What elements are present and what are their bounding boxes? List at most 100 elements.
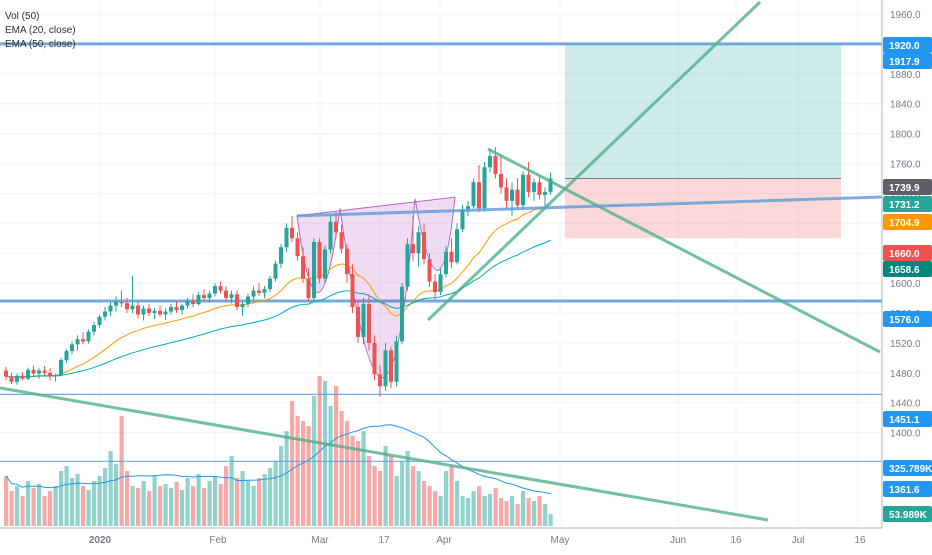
volume-bar (108, 451, 113, 526)
volume-bar (235, 478, 240, 526)
candle-body (444, 251, 448, 275)
price-axis[interactable]: 1400.01440.01480.01520.01560.01600.01640… (881, 0, 932, 550)
uptrend-support-line (426, 0, 762, 322)
time-tick-label: Jul (792, 535, 805, 546)
candle-body (488, 156, 492, 168)
candle-body (372, 342, 377, 375)
volume-bar (64, 466, 69, 526)
neckline (296, 195, 883, 218)
candle-body (64, 351, 69, 361)
price-badge-label: 1704.9 (889, 218, 920, 229)
volume-bar (273, 461, 278, 526)
price-badge-label: 1658.6 (889, 265, 920, 276)
volume-bar (389, 456, 394, 526)
volume-bar (163, 484, 168, 526)
candle-body (356, 307, 360, 337)
grid-lines (0, 0, 882, 528)
candle-body (235, 294, 239, 308)
candle-body (339, 232, 344, 249)
volume-bar (345, 421, 350, 526)
candle-body (180, 305, 184, 311)
volume-bar (356, 441, 361, 526)
candle-body (334, 221, 338, 233)
candle-body (312, 241, 316, 299)
volume-bar (59, 471, 64, 526)
trend-lines[interactable] (0, 0, 883, 522)
candle-body (493, 156, 498, 174)
volume-bar (301, 421, 306, 526)
legend-volume[interactable]: Vol (50) (5, 11, 40, 22)
price-badge (883, 179, 932, 195)
candle-body (37, 370, 41, 374)
candle-body (158, 310, 162, 315)
price-tick-label: 1880.0 (890, 70, 921, 81)
candle-body (70, 344, 74, 352)
volume-bar (9, 491, 14, 526)
volume-bar (119, 416, 124, 526)
candle-body (196, 295, 201, 305)
price-badge-label: 1731.2 (889, 200, 920, 211)
candle-body (427, 259, 432, 282)
volume-bar (323, 381, 328, 526)
candle-body (466, 206, 470, 210)
volume-bar (20, 496, 25, 526)
candle-body (174, 307, 179, 311)
price-badge (883, 37, 932, 53)
volume-bar (229, 456, 234, 526)
volume-bar (290, 401, 295, 526)
volume-bar (70, 478, 75, 526)
volume-bar (367, 456, 372, 526)
candle-body (103, 311, 107, 317)
candle-body (191, 301, 195, 305)
volume-bar (103, 468, 108, 526)
candle-body (295, 238, 300, 257)
volume-bar (251, 486, 256, 526)
time-axis[interactable]: 2020 Feb Mar 17 Apr May Jun 16 Jul 16 (0, 527, 882, 550)
volume-bar (196, 474, 201, 526)
legend-ema-50[interactable]: EMA (50, close) (5, 39, 76, 50)
volume-bar (422, 481, 427, 526)
volume-bar (416, 471, 421, 526)
price-badge-label: 1917.9 (889, 57, 920, 68)
candle-body (548, 178, 553, 192)
volume-bar (218, 484, 223, 526)
volume-bar (15, 486, 20, 526)
long-position-tool[interactable] (565, 43, 841, 239)
time-tick-label: 16 (730, 535, 742, 546)
volume-bar (433, 491, 438, 526)
volume-bar (521, 491, 526, 526)
volume-bar (471, 491, 476, 526)
volume-bar (191, 486, 196, 526)
candle-body (537, 182, 542, 195)
candle-body (125, 303, 129, 310)
candle-body (383, 350, 388, 387)
inverse-head-shoulders-pattern (296, 196, 456, 379)
volume-bar (548, 514, 553, 526)
volume-bar (477, 486, 482, 526)
candle-body (202, 295, 206, 299)
volume-bar (444, 471, 449, 526)
volume-bar (158, 486, 163, 526)
legend-ema-20[interactable]: EMA (20, close) (5, 25, 76, 36)
volume-bar (427, 486, 432, 526)
candle-body (273, 263, 278, 279)
time-tick-label: Jun (670, 535, 686, 546)
time-tick-label: Mar (311, 535, 329, 546)
volume-bar (268, 468, 273, 526)
candle-body (224, 290, 228, 299)
time-tick-label: Feb (209, 535, 227, 546)
volume-bar (246, 481, 251, 526)
price-badge (883, 460, 932, 476)
candle-body (367, 304, 371, 343)
volume-bar (488, 494, 493, 526)
volume-bar (141, 481, 146, 526)
ema-50-line (5, 239, 551, 378)
position-stop-zone (565, 178, 841, 239)
candle-body (317, 241, 322, 279)
candle-body (510, 189, 514, 201)
price-badge-label: 1451.1 (889, 415, 920, 426)
time-tick-label: 17 (378, 535, 390, 546)
candle-body (378, 374, 382, 387)
candle-body (416, 232, 421, 254)
